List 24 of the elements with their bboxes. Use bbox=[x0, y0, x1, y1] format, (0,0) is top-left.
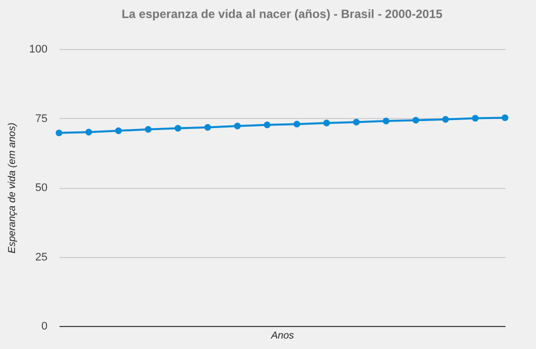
point bbox=[412, 116, 420, 124]
point bbox=[174, 124, 182, 132]
point bbox=[442, 116, 449, 123]
y-tick-label: 25 bbox=[35, 251, 48, 264]
y-tick-label: 50 bbox=[35, 182, 48, 194]
point bbox=[234, 122, 241, 130]
point bbox=[472, 114, 479, 122]
y-axis-title: Esperança de vida (em anos) bbox=[7, 122, 18, 254]
point bbox=[382, 118, 390, 124]
point bbox=[264, 122, 270, 128]
y-tick-label: 75 bbox=[35, 112, 48, 125]
point bbox=[294, 120, 300, 128]
point bbox=[85, 128, 92, 136]
point bbox=[502, 114, 508, 122]
chart-title: La esperanza de vida al nacer (años) - Brasil - 2000-2015 bbox=[122, 7, 443, 21]
y-tick-label: 100 bbox=[29, 44, 48, 56]
point bbox=[144, 126, 152, 133]
x-axis-title: Anos bbox=[270, 330, 294, 342]
point bbox=[115, 127, 122, 134]
point bbox=[204, 124, 212, 131]
point bbox=[56, 130, 62, 136]
y-tick-label: 0 bbox=[41, 320, 48, 332]
point bbox=[323, 120, 330, 126]
point bbox=[352, 118, 360, 126]
